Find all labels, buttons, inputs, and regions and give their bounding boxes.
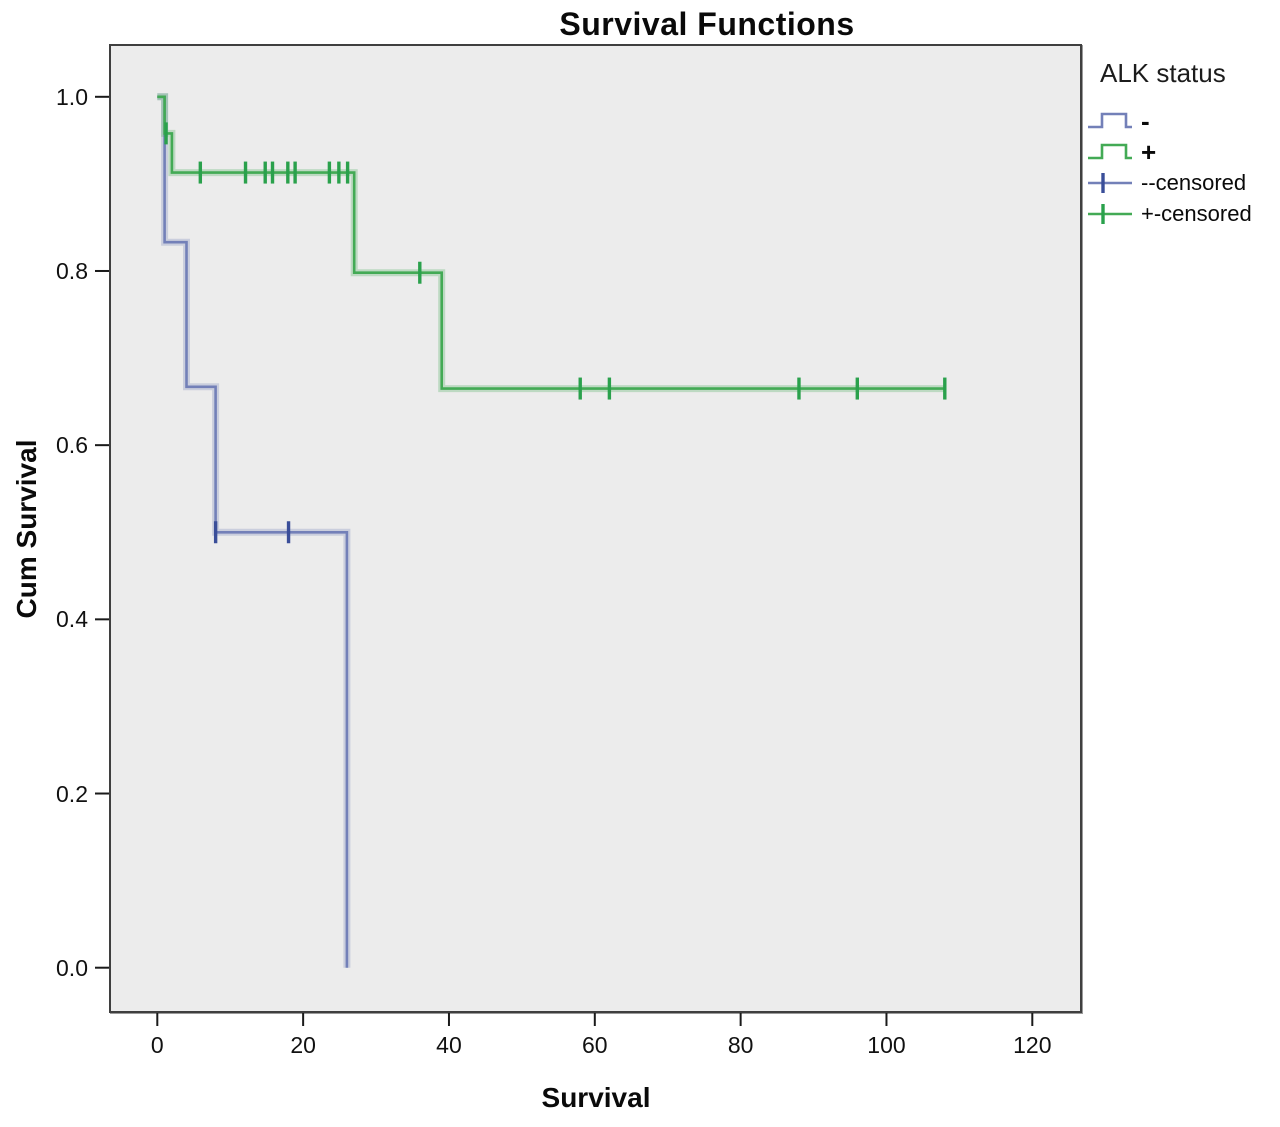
legend-item-alk-positive: +: [1086, 136, 1252, 167]
x-tick-label: 0: [150, 1032, 164, 1058]
plot-area: [109, 44, 1082, 1013]
legend-label: +-censored: [1141, 200, 1252, 226]
legend-label: --censored: [1141, 169, 1247, 195]
legend-item-alk-positive-censored: +-censored: [1086, 198, 1252, 229]
y-axis-title: Cum Survival: [11, 439, 42, 619]
x-axis-title: Survival: [541, 1082, 651, 1113]
x-tick-label: 40: [436, 1032, 462, 1058]
y-tick-label: 1.0: [56, 83, 88, 110]
y-tick-label: 0.6: [56, 432, 88, 459]
legend-item-alk-negative-censored: --censored: [1086, 167, 1252, 198]
y-tick-label: 0.4: [56, 606, 88, 633]
x-tick-label: 20: [290, 1032, 316, 1058]
x-tick-label: 80: [727, 1032, 754, 1058]
step-glyph-icon: [1088, 143, 1132, 159]
x-tick-label: 60: [582, 1032, 608, 1058]
legend-label: +: [1141, 136, 1157, 167]
legend-items: - + --censored +-censored: [1086, 105, 1252, 229]
x-tick-label: 120: [1013, 1032, 1052, 1058]
censor-glyph-icon: [1088, 172, 1132, 193]
chart-title: Survival Functions: [559, 6, 855, 42]
legend-title: ALK status: [1100, 58, 1226, 88]
legend-label: -: [1141, 105, 1150, 136]
step-glyph-icon: [1088, 112, 1132, 128]
y-tick-label: 0.2: [56, 780, 88, 807]
legend-item-alk-negative: -: [1086, 105, 1252, 136]
y-tick-label: 0.8: [56, 257, 88, 284]
x-tick-label: 100: [867, 1032, 906, 1058]
y-tick-label: 0.0: [56, 954, 88, 981]
legend: ALK status - + --censored +-censored: [1086, 58, 1252, 229]
censor-glyph-icon: [1088, 203, 1132, 224]
